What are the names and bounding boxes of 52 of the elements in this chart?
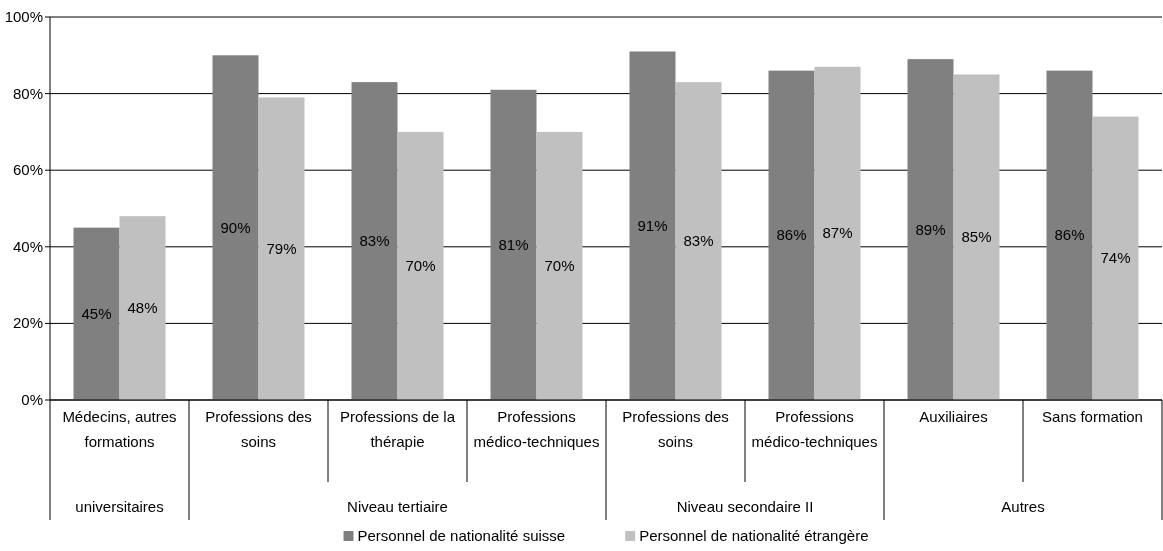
data-label: 86% bbox=[776, 226, 807, 244]
bar bbox=[258, 97, 305, 400]
x-tick-label: Professions de la thérapie bbox=[339, 408, 456, 450]
text: Niveau tertiaire bbox=[347, 498, 448, 515]
bar bbox=[73, 227, 120, 400]
data-label: 87% bbox=[822, 224, 853, 242]
y-tick-label: 20% bbox=[12, 314, 43, 332]
data-label: 70% bbox=[544, 256, 575, 274]
data-label: 45% bbox=[81, 304, 112, 322]
data-label: 79% bbox=[266, 239, 297, 257]
data-label: 90% bbox=[220, 218, 251, 236]
bar bbox=[675, 82, 722, 400]
bar bbox=[212, 55, 259, 400]
text: Autres bbox=[1001, 498, 1045, 515]
bar bbox=[397, 131, 444, 400]
data-label: 89% bbox=[915, 220, 946, 238]
data-label: 86% bbox=[1054, 226, 1085, 244]
data-label: 70% bbox=[405, 256, 436, 274]
bar bbox=[490, 89, 537, 400]
x-tick-label: Professions médico-techniques bbox=[473, 408, 600, 450]
y-tick-label: 80% bbox=[12, 84, 43, 102]
y-tick-label: 60% bbox=[12, 161, 43, 179]
y-tick-label: 100% bbox=[4, 8, 43, 25]
text: universitaires bbox=[75, 498, 164, 515]
data-label: 91% bbox=[637, 216, 668, 234]
data-label: 83% bbox=[683, 232, 714, 250]
data-label: 81% bbox=[498, 235, 529, 253]
x-tick-label: Professions des soins bbox=[622, 408, 729, 450]
bar bbox=[907, 59, 954, 400]
data-label: 48% bbox=[127, 299, 158, 317]
data-label: 85% bbox=[961, 228, 992, 246]
bar bbox=[953, 74, 1000, 400]
bar bbox=[814, 66, 861, 400]
y-tick-label: 0% bbox=[21, 391, 43, 408]
bar bbox=[1092, 116, 1139, 400]
x-tick-label: Médecins, autres formations bbox=[62, 408, 177, 450]
x-tick-label: Professions médico-techniques bbox=[751, 408, 878, 450]
legend-label: Personnel de nationalité étrangère bbox=[639, 527, 869, 544]
data-label: 83% bbox=[359, 232, 390, 250]
legend-label: Personnel de nationalité suisse bbox=[357, 527, 566, 544]
bar bbox=[1046, 70, 1093, 400]
data-label: 74% bbox=[1100, 249, 1131, 267]
bar bbox=[536, 131, 583, 400]
x-tick-label: Sans formation bbox=[1042, 408, 1143, 425]
bar bbox=[768, 70, 815, 400]
bar bbox=[119, 216, 166, 400]
bar bbox=[351, 82, 398, 400]
x-tick-label: Auxiliaires bbox=[919, 408, 988, 425]
x-tick-label: Professions des soins bbox=[205, 408, 312, 450]
y-tick-label: 40% bbox=[12, 237, 43, 255]
bar bbox=[629, 51, 676, 400]
text: Niveau secondaire II bbox=[676, 498, 814, 515]
